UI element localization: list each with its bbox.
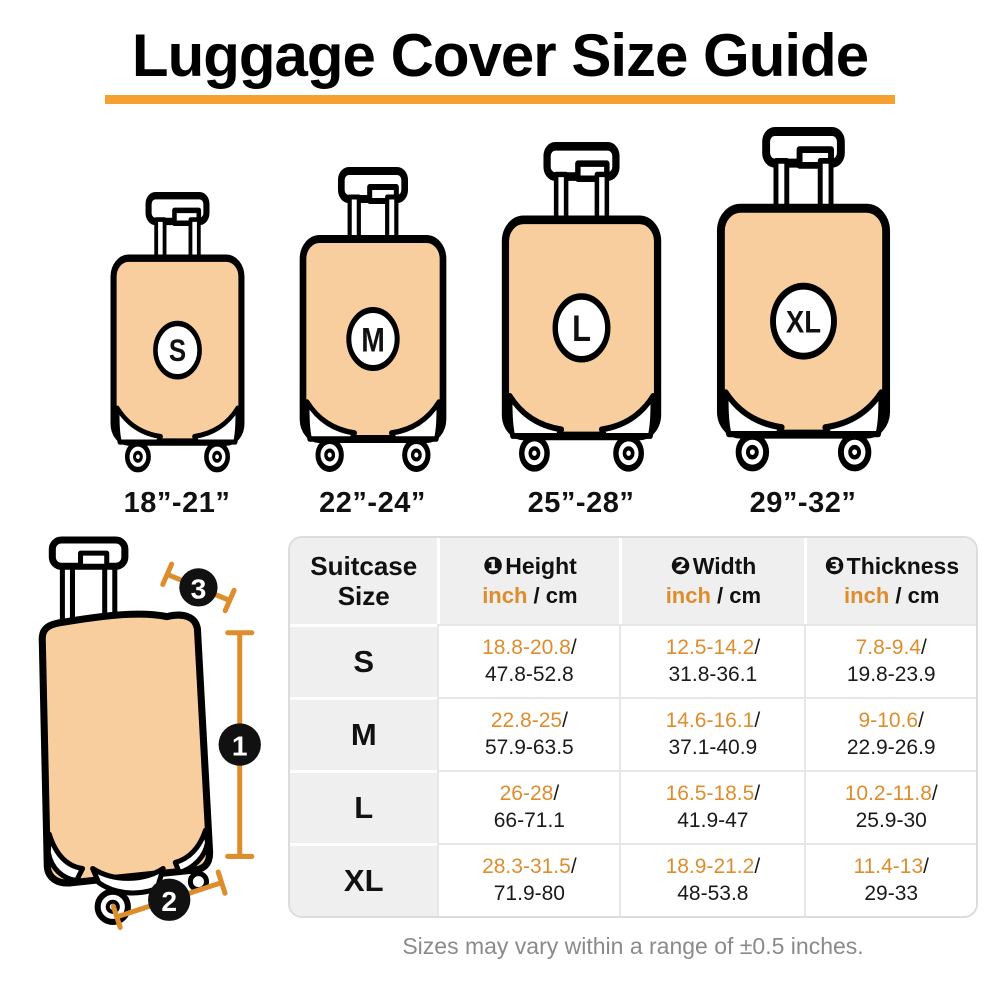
suitcase-xl: XL 29”-32” <box>715 127 892 520</box>
row-xl-thickness-cell: 11.4-13/ 29-33 <box>804 843 976 916</box>
row-m-size-label: M <box>290 697 438 770</box>
width-badge: 2 <box>161 885 177 917</box>
height-measure-line: 1 <box>218 630 261 859</box>
suitcase-l: L 25”-28” <box>500 142 663 520</box>
suitcase-m: M 22”-24” <box>298 167 448 520</box>
suitcase-s-size-range: 18”-21” <box>123 487 231 519</box>
header-cell-thickness: ❸Thickness inch / cm <box>804 538 976 624</box>
row-s-thickness-cell: 7.8-9.4/ 19.8-23.9 <box>804 624 976 697</box>
circled-1-icon: ❶ <box>482 552 504 581</box>
header: Luggage Cover Size Guide <box>0 0 1000 104</box>
thickness-measure-line: 3 <box>160 561 237 614</box>
row-l-thickness-cell: 10.2-11.8/ 25.9-30 <box>804 770 976 843</box>
header-cell-width: ❷Width inch / cm <box>619 538 805 624</box>
measured-suitcase-icon: 1 2 3 <box>38 536 261 930</box>
row-xl-width-cell: 18.9-21.2/ 48-53.8 <box>619 843 805 916</box>
row-xl-size-label: XL <box>290 843 438 916</box>
page-title: Luggage Cover Size Guide <box>131 22 869 89</box>
suitcase-s-icon: S <box>110 192 244 473</box>
suitcase-m-icon: M <box>299 167 446 472</box>
row-m-thickness-cell: 9-10.6/ 22.9-26.9 <box>804 697 976 770</box>
suitcase-xl-size-range: 29”-32” <box>749 487 857 519</box>
header-cell-suitcase-size: Suitcase Size <box>290 538 438 624</box>
suitcase-l-icon: L <box>501 142 661 472</box>
width-measure-line: 2 <box>110 869 228 930</box>
table-column: Suitcase Size ❶Height inch / cm ❷Width i… <box>288 536 978 960</box>
circled-3-icon: ❸ <box>824 552 845 581</box>
row-s-size-label: S <box>290 624 438 697</box>
row-s-width-cell: 12.5-14.2/ 31.8-36.1 <box>619 624 805 697</box>
row-m-width-cell: 14.6-16.1/ 37.1-40.9 <box>619 697 805 770</box>
suitcase-m-letter: M <box>361 321 385 359</box>
row-m-height-cell: 22.8-25/ 57.9-63.5 <box>437 697 620 770</box>
suitcase-l-letter: L <box>572 308 591 349</box>
thickness-badge: 3 <box>191 572 207 604</box>
suitcase-l-size-range: 25”-28” <box>527 487 635 519</box>
height-badge: 1 <box>232 730 248 762</box>
row-xl-height-cell: 28.3-31.5/ 71.9-80 <box>437 843 620 916</box>
bottom-section: 1 2 3 <box>0 536 1000 960</box>
suitcase-m-size-range: 22”-24” <box>319 487 426 519</box>
measurement-diagram: 1 2 3 <box>16 536 274 960</box>
title-underline-bar <box>105 95 895 104</box>
suitcase-xl-icon: XL <box>716 127 890 472</box>
row-l-width-cell: 16.5-18.5/ 41.9-47 <box>619 770 805 843</box>
suitcase-s: S 18”-21” <box>109 192 246 520</box>
row-l-size-label: L <box>290 770 438 843</box>
header-cell-height: ❶Height inch / cm <box>437 538 620 624</box>
circled-2-icon: ❷ <box>670 552 691 581</box>
suitcase-size-row: S 18”-21” M 22”-24” <box>0 127 1000 520</box>
suitcase-s-letter: S <box>168 334 185 369</box>
row-s-height-cell: 18.8-20.8/ 47.8-52.8 <box>437 624 620 697</box>
size-disclaimer: Sizes may vary within a range of ±0.5 in… <box>402 933 864 959</box>
suitcase-xl-letter: XL <box>785 305 820 340</box>
row-l-height-cell: 26-28/ 66-71.1 <box>437 770 620 843</box>
size-table: Suitcase Size ❶Height inch / cm ❷Width i… <box>288 536 978 918</box>
